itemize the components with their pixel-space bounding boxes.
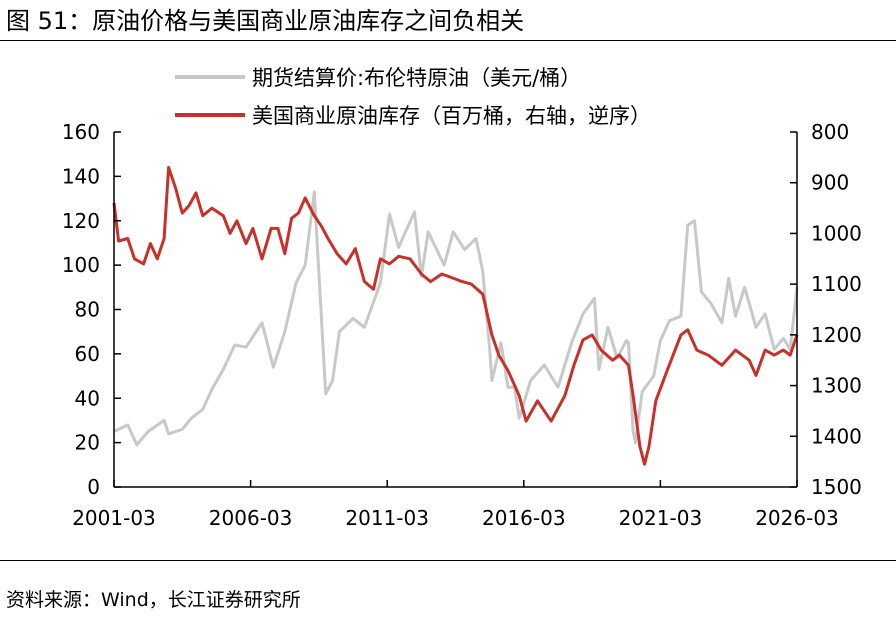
y-right-tick-label: 1200	[811, 323, 862, 347]
title-rule	[0, 40, 896, 41]
footer-rule	[0, 560, 896, 561]
x-tick-label: 2001-03	[72, 506, 156, 530]
x-tick-label: 2026-03	[755, 506, 839, 530]
y-left-tick-label: 60	[75, 342, 100, 366]
legend-label-price: 期货结算价:布伦特原油（美元/桶）	[252, 66, 581, 90]
y-right-tick-label: 1300	[811, 374, 862, 398]
y-right-tick-label: 900	[811, 171, 849, 195]
y-left-tick-label: 40	[75, 386, 100, 410]
y-left-tick-label: 140	[62, 164, 100, 188]
y-right-tick-label: 1400	[811, 424, 862, 448]
axes-layer: 0 20 40 60 80 100 120 140 160 800 900 1000 1100 1200 1…	[62, 120, 862, 530]
x-tick-label: 2021-03	[619, 506, 703, 530]
x-tick-label: 2011-03	[345, 506, 429, 530]
x-tick-label: 2006-03	[209, 506, 293, 530]
series-layer	[112, 166, 799, 466]
y-left-tick-label: 160	[62, 120, 100, 144]
figure-title: 图 51：原油价格与美国商业原油库存之间负相关	[6, 7, 525, 35]
x-tick-label: 2016-03	[482, 506, 566, 530]
y-left-tick-label: 20	[75, 431, 100, 455]
legend-label-inventory: 美国商业原油库存（百万桶，右轴，逆序）	[252, 104, 651, 128]
legend: 期货结算价:布伦特原油（美元/桶） 美国商业原油库存（百万桶，右轴，逆序）	[175, 66, 651, 128]
y-right-tick-label: 800	[811, 120, 849, 144]
y-right-tick-label: 1100	[811, 272, 862, 296]
series-line-price	[113, 190, 799, 447]
y-left-tick-label: 100	[62, 253, 100, 277]
y-left-tick-label: 80	[75, 298, 100, 322]
source-note: 资料来源：Wind，长江证券研究所	[6, 589, 301, 611]
y-left-tick-label: 0	[87, 475, 100, 499]
y-right-tick-label: 1500	[811, 475, 862, 499]
y-right-tick-label: 1000	[811, 221, 862, 245]
y-left-tick-label: 120	[62, 209, 100, 233]
series-line-inventory	[112, 166, 799, 466]
